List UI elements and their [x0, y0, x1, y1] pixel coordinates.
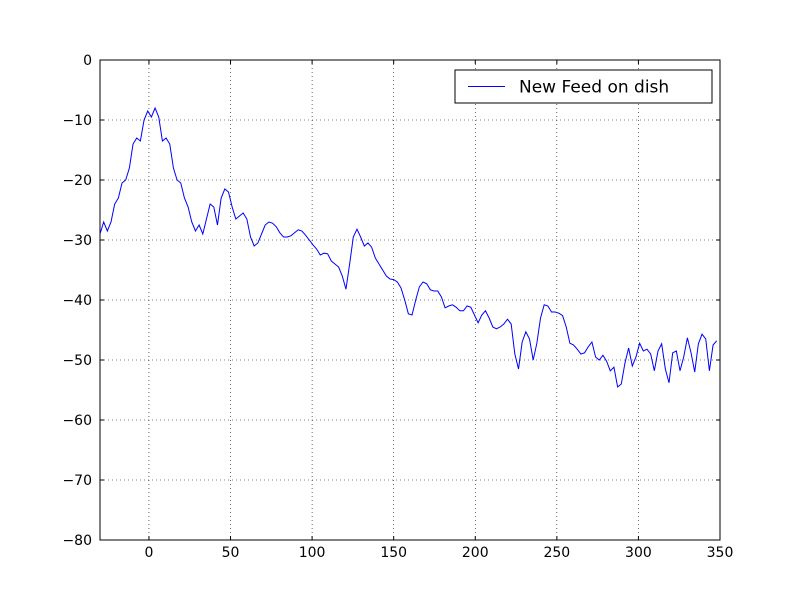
legend: New Feed on dish: [454, 69, 713, 104]
x-tick-label: 250: [543, 545, 570, 561]
x-tick-label: 300: [625, 545, 652, 561]
y-tick-label: −70: [62, 473, 92, 489]
y-tick-label: −50: [62, 353, 92, 369]
x-tick-label: 150: [380, 545, 407, 561]
y-tick-label: −80: [62, 533, 92, 549]
legend-label: New Feed on dish: [519, 78, 669, 98]
x-tick-label: 100: [299, 545, 326, 561]
y-tick-label: −10: [62, 113, 92, 129]
y-tick-label: 0: [83, 53, 92, 69]
x-tick-label: 50: [222, 545, 240, 561]
y-tick-label: −20: [62, 173, 92, 189]
x-tick-label: 200: [462, 545, 489, 561]
data-line: [100, 106, 718, 388]
y-tick-label: −40: [62, 293, 92, 309]
y-tick-label: −60: [62, 413, 92, 429]
y-tick-label: −30: [62, 233, 92, 249]
x-tick-label: 0: [144, 545, 153, 561]
x-tick-label: 350: [707, 545, 734, 561]
